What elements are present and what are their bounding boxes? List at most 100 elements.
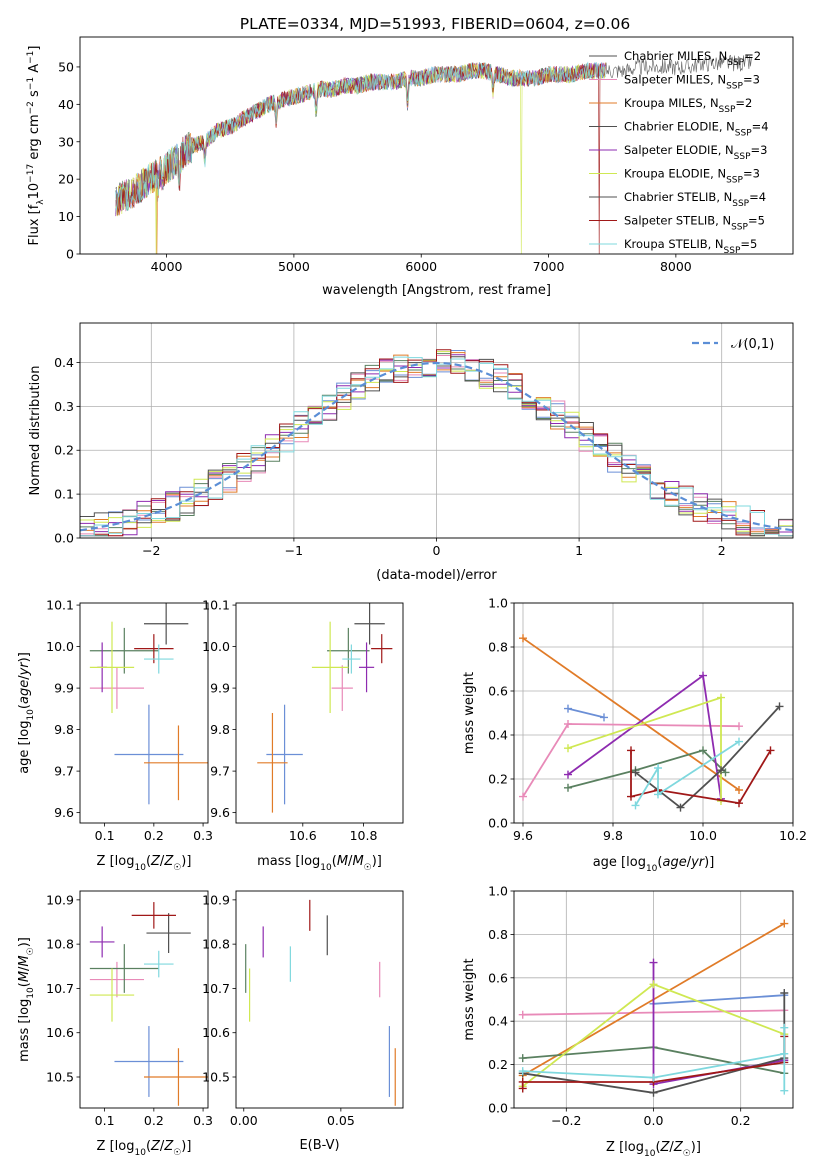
weight-marker-salpeter_stelib [766, 746, 775, 755]
y-tick-label: 10.1 [202, 598, 230, 613]
weight-marker-kroupa_stelib [654, 790, 662, 799]
legend-label: 𝒩(0,1) [731, 337, 774, 352]
y-axis-label: mass weight [462, 958, 477, 1040]
y-tick-label: 0.2 [488, 772, 508, 787]
weight-line-kroupa_elodie [567, 696, 722, 801]
y-tick-label: 10.1 [46, 598, 74, 613]
weight-line-kroupa_stelib [634, 740, 740, 806]
axes-frame [79, 36, 794, 255]
y-tick-label: 9.9 [54, 681, 74, 696]
y-tick-label: 0.1 [54, 487, 74, 502]
x-tick-label: 0.0 [644, 1113, 664, 1128]
weight-marker-salpeter_stelib [735, 799, 743, 808]
weight-marker-chabrier_stelib [676, 803, 685, 812]
plot-area [115, 54, 753, 254]
y-tick-label: 9.9 [210, 681, 230, 696]
weight-marker-chabrier_elodie [699, 746, 707, 755]
y-tick-label: 10.8 [202, 937, 230, 952]
weight-marker-chabrier_elodie [518, 1054, 527, 1063]
weight-marker-kroupa_elodie [649, 980, 658, 989]
y-tick-label: 9.7 [210, 764, 230, 779]
y-axis-label: Flux [fλ10−17 erg cm−2 s−1 A−1] [26, 46, 46, 246]
axes: −2 −1 0 1 2 0.0 0.1 0.2 0.3 0.4 [54, 322, 794, 558]
y-tick-label: 1.0 [488, 884, 508, 899]
x-tick-label: 0.2 [144, 828, 164, 843]
weight-marker-salpeter_elodie [564, 770, 572, 779]
y-tick-label: 0.3 [54, 399, 74, 414]
x-axis-label: wavelength [Angstrom, rest frame] [322, 283, 551, 298]
panel-mass_vs_ebv: 0.00 0.05 10.5 10.6 10.7 10.8 10.9 E(B-V) [202, 890, 404, 1153]
y-tick-label: 0.2 [54, 443, 74, 458]
plot-area [89, 603, 208, 805]
y-tick-label: 0.8 [488, 927, 508, 942]
weight-marker-salpeter_miles [519, 792, 527, 801]
y-tick-label: 0.8 [488, 640, 508, 655]
x-tick-label: 0.00 [230, 1113, 258, 1128]
x-tick-label: 6000 [405, 259, 437, 274]
weight-marker-kroupa_stelib [654, 764, 662, 772]
axes: 0.1 0.2 0.3 9.6 9.7 9.8 9.9 10.0 10.1 [46, 598, 213, 843]
y-tick-label: 9.6 [54, 805, 74, 820]
y-tick-label: 10.9 [46, 892, 74, 907]
weight-line-chabrier_miles [653, 994, 785, 1005]
x-axis-label: E(B-V) [299, 1138, 339, 1153]
weight-marker-salpeter_elodie [699, 671, 707, 680]
x-tick-label: 8000 [660, 259, 692, 274]
y-tick-label: 9.8 [210, 722, 230, 737]
weight-marker-chabrier_stelib [780, 988, 789, 997]
x-axis-label: age [log10(age/yr)] [593, 855, 715, 874]
y-tick-label: 10.5 [202, 1070, 230, 1085]
plot-area [257, 603, 393, 813]
legend-label: Salpeter MILES, NSSP=3 [624, 73, 760, 92]
y-tick-label: 30 [58, 134, 74, 149]
spectrum-line-kroupa_stelib [115, 61, 606, 212]
weight-line-chabrier_miles [567, 707, 605, 719]
weight-marker-kroupa_stelib [631, 801, 640, 810]
y-tick-label: 1.0 [488, 596, 508, 611]
y-tick-label: 50 [58, 59, 74, 74]
weight-marker-salpeter_elodie [649, 958, 658, 967]
x-tick-label: 5000 [278, 259, 310, 274]
axes-frame [235, 602, 404, 824]
legend-label: Chabrier STELIB, NSSP=4 [624, 190, 766, 209]
axes-frame [513, 890, 794, 1109]
legend-label: Kroupa STELIB, NSSP=5 [624, 237, 757, 256]
weight-marker-chabrier_miles [564, 704, 572, 713]
weight-line-chabrier_elodie [567, 749, 727, 789]
weight-marker-kroupa_elodie [564, 744, 572, 753]
y-tick-label: 9.6 [210, 805, 230, 820]
y-tick-label: 10.8 [46, 937, 74, 952]
y-tick-label: 10.0 [202, 639, 230, 654]
weight-marker-salpeter_stelib [627, 792, 635, 801]
plot-area [245, 899, 396, 1106]
weight-marker-chabrier_stelib [649, 1088, 658, 1097]
panel-age_vs_mass: 10.6 10.8 9.6 9.7 9.8 9.9 10.0 10.1 mass [log10(… [202, 598, 404, 873]
normal-reference-curve [80, 361, 793, 532]
axes: 10.6 10.8 9.6 9.7 9.8 9.9 10.0 10.1 [202, 598, 404, 843]
weight-marker-chabrier_stelib [775, 702, 784, 711]
weight-marker-kroupa_elodie [717, 693, 725, 702]
axes-frame [79, 602, 209, 824]
legend-label: Kroupa ELODIE, NSSP=3 [624, 167, 760, 186]
y-tick-label: 0.4 [54, 355, 74, 370]
x-tick-label: 0.2 [731, 1113, 751, 1128]
y-tick-label: 10.9 [202, 892, 230, 907]
x-tick-label: 10.2 [779, 828, 807, 843]
x-tick-label: 0.1 [95, 1113, 115, 1128]
y-tick-label: 10.0 [46, 639, 74, 654]
axes: 0.1 0.2 0.3 10.5 10.6 10.7 10.8 10.9 [46, 890, 213, 1128]
x-tick-label: 0.3 [193, 828, 213, 843]
weight-marker-kroupa_stelib [780, 1086, 789, 1095]
x-tick-label: −2 [142, 543, 160, 558]
y-tick-label: 0.6 [488, 970, 508, 985]
weight-marker-chabrier_elodie [721, 768, 730, 777]
x-tick-label: 7000 [533, 259, 565, 274]
y-axis-label: age [log10(age/yr)] [17, 652, 36, 774]
y-tick-label: 0.4 [488, 1014, 508, 1029]
weight-marker-chabrier_stelib [631, 768, 640, 777]
axes-frame [79, 890, 209, 1109]
x-axis-label: (data-model)/error [376, 568, 497, 583]
weight-marker-kroupa_miles [780, 919, 789, 928]
weight-marker-kroupa_stelib [780, 1023, 789, 1032]
y-tick-label: 10.6 [46, 1025, 74, 1040]
